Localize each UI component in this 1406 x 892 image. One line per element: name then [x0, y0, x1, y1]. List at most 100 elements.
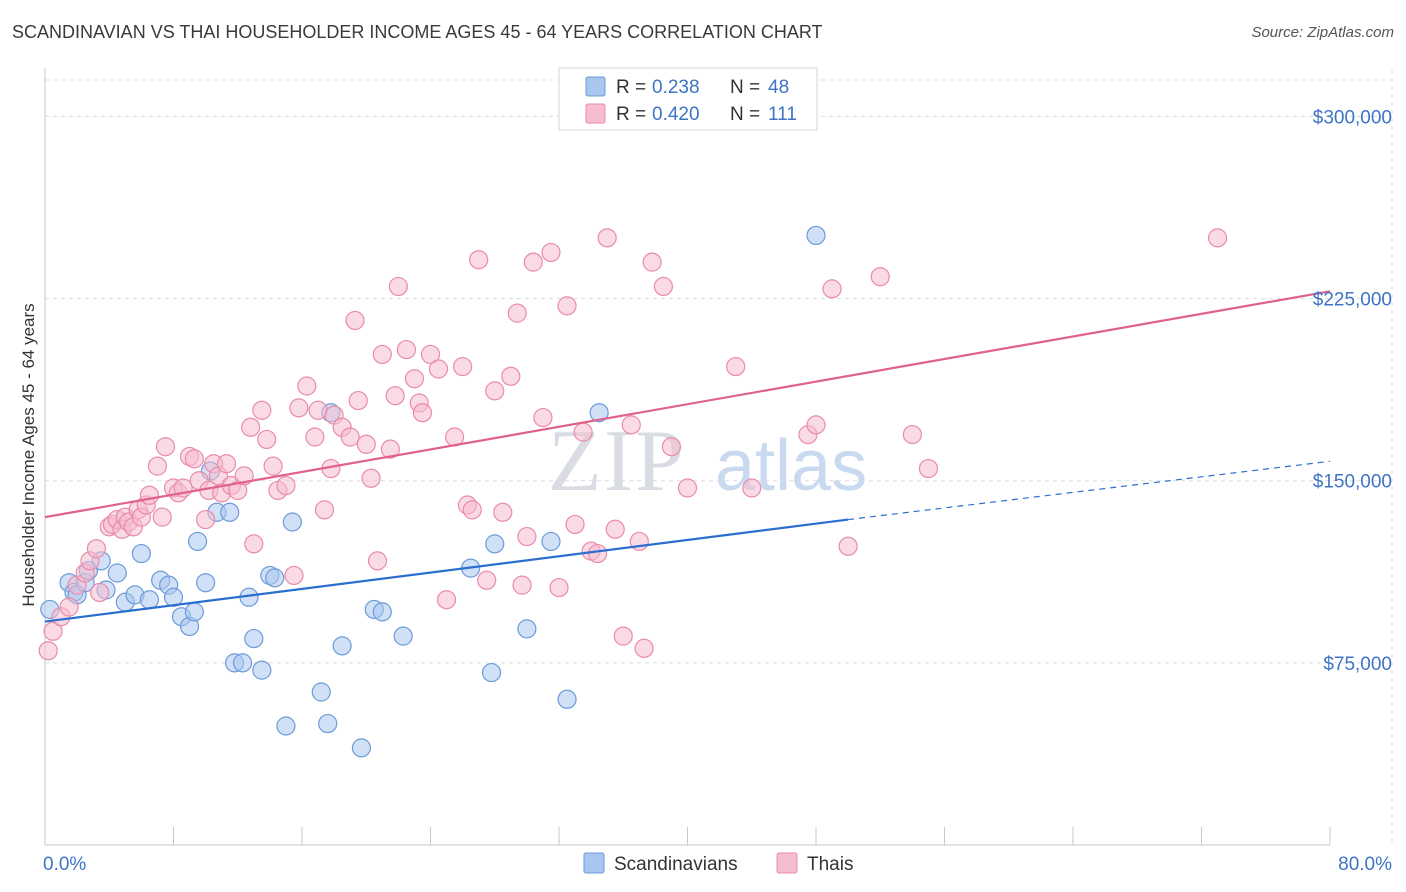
scatter-point — [806, 415, 826, 435]
scatter-point — [356, 434, 376, 454]
scatter-point — [276, 475, 296, 496]
y-tick-label: $225,000 — [1313, 290, 1392, 311]
scatter-point — [297, 376, 317, 396]
scatter-point — [870, 267, 890, 287]
scatter-point — [469, 250, 489, 270]
scatter-point — [139, 590, 160, 610]
scatter-point — [187, 531, 208, 552]
series-legend: Scandinavians Thais — [583, 852, 853, 875]
scatter-point — [139, 485, 160, 505]
scatter-point — [613, 626, 633, 646]
scatter-point — [385, 386, 405, 406]
scandinavians-points — [40, 225, 826, 758]
chart-title: SCANDINAVIAN VS THAI HOUSEHOLDER INCOME … — [12, 22, 823, 42]
scatter-point — [196, 573, 216, 593]
scatter-point — [501, 366, 521, 386]
scatter-point — [265, 568, 285, 588]
scatter-point — [282, 512, 302, 532]
scatter-point — [453, 356, 473, 377]
scatter-point — [216, 454, 237, 474]
x-tick-label-min: 0.0% — [43, 854, 86, 875]
scatter-point — [43, 621, 63, 641]
legend-swatch-thais — [776, 852, 798, 874]
scatter-point — [523, 252, 543, 272]
scatter-point — [318, 713, 338, 734]
axis-labels: $75,000 $150,000 $225,000 $300,000 0.0% 80.0%… — [19, 107, 1392, 875]
scatter-point — [587, 543, 608, 564]
scatter-point — [533, 407, 553, 428]
scatter-point — [902, 424, 922, 445]
scatter-point — [252, 400, 272, 420]
scatter-point — [477, 570, 497, 590]
scatter-point — [634, 638, 654, 658]
scatter-point — [147, 456, 168, 476]
scatter-point — [565, 514, 585, 535]
y-axis-title: Householder Income Ages 45 - 64 years — [19, 303, 38, 606]
scatter-point — [493, 502, 513, 522]
scatter-point — [485, 381, 505, 401]
scatter-point — [345, 310, 365, 331]
scatter-point — [276, 716, 296, 736]
scatter-point — [372, 344, 392, 365]
scatter-point — [90, 582, 110, 603]
scatter-point — [597, 228, 617, 248]
scatter-point — [481, 662, 502, 683]
scatter-point — [155, 437, 176, 457]
x-tick-label-max: 80.0% — [1338, 854, 1392, 875]
scatter-point — [184, 449, 204, 469]
scatter-point — [512, 575, 532, 595]
scatter-point — [541, 242, 561, 263]
scatter-point — [311, 682, 331, 702]
scatter-point — [918, 458, 939, 479]
y-tick-label: $300,000 — [1313, 107, 1392, 128]
scatter-point — [388, 276, 408, 297]
scatter-point — [232, 653, 253, 673]
scatter-point — [372, 602, 392, 622]
scatter-point — [351, 738, 372, 758]
axes — [44, 68, 1331, 846]
scatter-point — [642, 252, 662, 272]
legend-r-label: R = — [616, 104, 646, 125]
scatter-point — [485, 534, 505, 554]
scatter-point — [59, 597, 79, 617]
scatter-point — [107, 563, 127, 583]
scatter-point — [726, 356, 746, 377]
scatter-point — [367, 551, 388, 571]
scatter-point — [436, 590, 457, 610]
legend-n-label: N = — [730, 104, 760, 125]
scatter-point — [86, 539, 107, 559]
legend-r-value: 0.420 — [652, 104, 700, 125]
scatter-point — [822, 279, 842, 299]
scatter-point — [428, 359, 449, 379]
scatter-point — [332, 636, 352, 656]
scatter-point — [806, 225, 826, 246]
scatter-point — [244, 534, 264, 554]
scatter-point — [404, 369, 425, 389]
scatter-point — [462, 500, 482, 520]
scatter-point — [653, 276, 674, 297]
legend-swatch — [585, 76, 606, 97]
scatter-point — [541, 531, 561, 552]
watermark-atlas: atlas — [715, 426, 867, 506]
trend-lines — [44, 290, 1331, 623]
watermark: ZIP atlas — [548, 413, 867, 510]
scatter-point — [152, 507, 172, 527]
scandinavians-trend-extension — [848, 460, 1331, 521]
scatter-point — [396, 339, 417, 360]
scatter-point — [184, 602, 204, 622]
scatter-point — [131, 543, 151, 564]
legend-swatch-scandinavians — [583, 852, 605, 874]
legend-n-label: N = — [730, 77, 760, 98]
scatter-point — [361, 468, 381, 488]
scatter-point — [661, 437, 682, 457]
scatter-point — [241, 417, 261, 437]
scatter-point — [244, 628, 264, 649]
watermark-zip: ZIP — [548, 413, 686, 510]
thais-trend-line — [44, 290, 1331, 519]
scatter-point — [677, 478, 698, 498]
y-tick-label: $75,000 — [1323, 654, 1392, 675]
scatter-point — [838, 536, 858, 556]
source-label: Source: ZipAtlas.com — [1251, 24, 1394, 41]
scandinavians-trend-line — [44, 518, 849, 623]
scatter-point — [289, 398, 309, 418]
